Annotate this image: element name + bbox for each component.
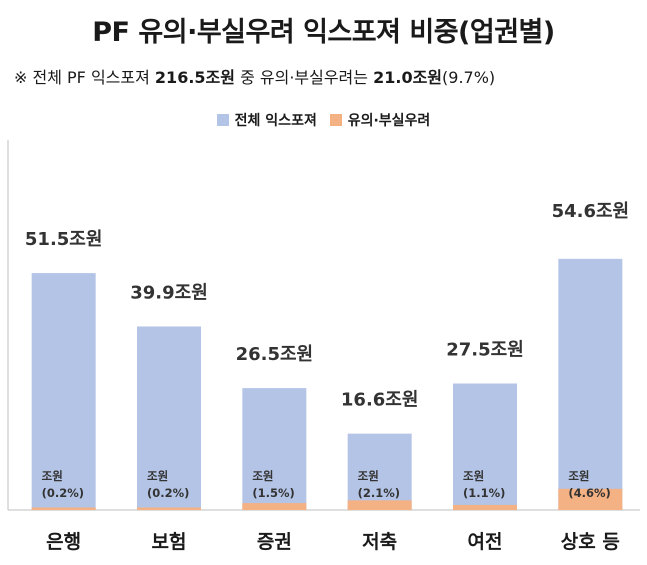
bar-total-3 — [347, 433, 412, 510]
legend-label-total: 전체 익스포져 — [234, 113, 317, 129]
legend-swatch-total — [216, 114, 229, 126]
total-value-label-3: 16.6조원 — [341, 390, 419, 411]
legend-label-risk: 유의·부실우려 — [347, 113, 431, 129]
bar-risk-4 — [453, 504, 517, 510]
risk-value-label-pct-0: (0.2%) — [42, 486, 84, 500]
legend-item-risk: 유의·부실우려 — [329, 110, 431, 130]
chart-legend: 전체 익스포져 유의·부실우려 — [0, 110, 647, 130]
total-value-label-5: 54.6조원 — [552, 201, 630, 222]
risk-value-label-pct-5: (4.6%) — [568, 486, 610, 500]
category-label-3: 저축 — [362, 531, 397, 553]
subtitle-prefix: ※ 전체 PF 익스포져 — [14, 68, 155, 87]
risk-value-label-unit-5: 조원 — [568, 469, 589, 483]
legend-item-total: 전체 익스포져 — [216, 110, 317, 130]
subtitle-middle: 중 유의·부실우려는 — [234, 68, 374, 87]
bar-total-1 — [137, 326, 201, 510]
bar-total-5 — [558, 258, 623, 510]
bar-total-2 — [242, 388, 307, 510]
risk-value-label-unit-0: 조원 — [42, 469, 63, 483]
bar-risk-1 — [137, 507, 201, 510]
risk-value-label-pct-3: (2.1%) — [358, 486, 400, 500]
chart-title: PF 유의·부실우려 익스포져 비중(업권별) — [92, 17, 555, 48]
bar-total-0 — [31, 273, 96, 510]
bar-risk-2 — [242, 503, 307, 510]
bar-risk-3 — [347, 500, 412, 510]
bar-risk-0 — [31, 507, 96, 510]
legend-swatch-risk — [329, 114, 342, 126]
category-label-5: 상호 등 — [561, 531, 620, 553]
subtitle-risk: 21.0조원 — [373, 68, 443, 87]
bar-risk-5 — [558, 488, 623, 510]
risk-value-label-unit-4: 조원 — [463, 469, 484, 483]
risk-value-label-pct-2: (1.5%) — [252, 486, 294, 500]
risk-value-label-pct-1: (0.2%) — [147, 486, 189, 500]
bar-total-4 — [453, 383, 517, 510]
risk-value-label-unit-3: 조원 — [358, 469, 379, 483]
category-label-0: 은행 — [46, 531, 81, 553]
total-value-label-2: 26.5조원 — [236, 344, 314, 365]
risk-value-label-unit-2: 조원 — [252, 469, 273, 483]
category-label-1: 보험 — [152, 531, 187, 553]
total-value-label-0: 51.5조원 — [25, 229, 103, 250]
total-value-label-4: 27.5조원 — [446, 340, 524, 361]
subtitle-ratio: (9.7%) — [442, 68, 496, 87]
category-label-4: 여전 — [468, 531, 503, 553]
risk-value-label-unit-1: 조원 — [147, 469, 168, 483]
subtitle-total: 216.5조원 — [154, 68, 235, 87]
category-label-2: 증권 — [257, 531, 292, 553]
chart-subtitle: ※ 전체 PF 익스포져 216.5조원 중 유의·부실우려는 21.0조원(9… — [14, 64, 495, 88]
risk-value-label-pct-4: (1.1%) — [463, 486, 505, 500]
total-value-label-1: 39.9조원 — [130, 282, 208, 303]
